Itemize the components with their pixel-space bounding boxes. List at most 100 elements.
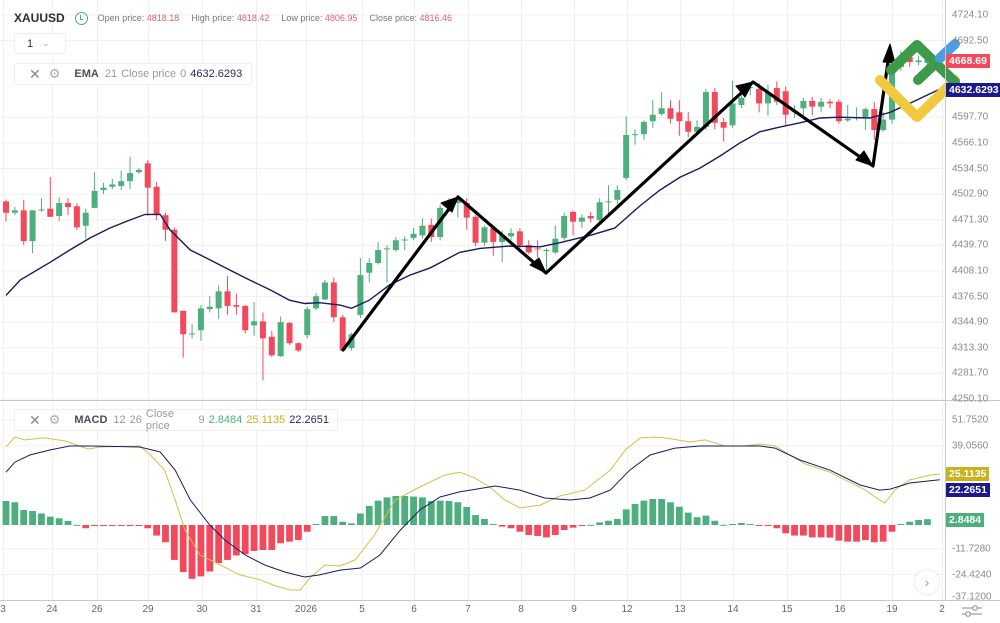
time-tick-label: 3 (0, 604, 6, 615)
macd-signal-value: 22.2651 (289, 414, 329, 426)
candle-body (578, 217, 585, 222)
histogram-bar (365, 505, 373, 525)
candle-body (127, 173, 134, 182)
time-tick-label: 19 (886, 604, 898, 615)
histogram-bar (888, 525, 896, 532)
histogram-bar (108, 525, 116, 526)
histogram-bar (463, 506, 471, 525)
histogram-bar (286, 525, 293, 542)
histogram-bar (64, 520, 72, 525)
time-tick-label: 31 (250, 604, 262, 615)
histogram-bar (702, 515, 710, 525)
candle (82, 208, 89, 239)
histogram-bar (826, 525, 834, 538)
high-value: 4818.42 (236, 13, 270, 23)
candle (587, 211, 594, 223)
macd-tick-label: -11.7280 (952, 543, 991, 555)
histogram-bar (817, 525, 825, 538)
candle-body (738, 97, 745, 106)
histogram-bar (551, 525, 559, 535)
histogram-bar (720, 524, 728, 526)
histogram-bar (498, 525, 506, 527)
histogram-bar (684, 512, 692, 525)
time-tick-label: 29 (142, 604, 154, 615)
candle (844, 105, 851, 123)
histogram-bar (489, 523, 497, 525)
close-icon[interactable]: ✕ (29, 411, 41, 428)
histogram-bar (82, 525, 90, 529)
histogram-bar (383, 497, 391, 525)
histogram-bar (525, 525, 533, 535)
axis-settings-icon[interactable] (960, 603, 984, 619)
gear-icon[interactable]: ⚙ (48, 66, 61, 81)
price-tick-label: 4376.50 (952, 291, 989, 303)
candle (197, 305, 204, 341)
histogram-bar (915, 519, 922, 525)
macd-histogram-value: 2.8484 (208, 414, 243, 426)
candle-body (552, 238, 559, 253)
price-tick-label: 4408.10 (952, 265, 989, 277)
candle-body (286, 322, 293, 344)
histogram-bar (879, 525, 887, 542)
candle-body (82, 212, 89, 226)
candle (880, 112, 887, 132)
candle (242, 305, 249, 334)
symbol-name[interactable]: XAUUSD (14, 11, 65, 25)
candle (552, 225, 559, 255)
candle-body (251, 321, 258, 326)
macd-value-tag: 25.1135 (946, 467, 990, 481)
macd-tick-label: 51.7520 (952, 414, 989, 426)
macd-name: MACD (74, 414, 108, 426)
candle-body (490, 228, 497, 242)
histogram-bar (100, 525, 107, 526)
high-label: High price: (191, 13, 235, 23)
clock-icon[interactable] (74, 11, 88, 25)
macd-value: 25.1135 (246, 414, 286, 426)
candle (702, 88, 709, 131)
candle (410, 228, 417, 241)
candle (632, 129, 639, 145)
histogram-bar (667, 502, 674, 525)
candle-body (844, 118, 851, 121)
histogram-bar (808, 525, 816, 538)
candle (3, 199, 9, 222)
candle-body (153, 186, 160, 216)
histogram-bar (737, 522, 745, 525)
gear-icon[interactable]: ⚙ (48, 412, 61, 427)
candle (649, 100, 656, 128)
macd-histogram (2, 495, 931, 579)
price-tick-label: 4566.10 (952, 137, 989, 149)
histogram-bar (613, 518, 621, 525)
low-value: 4806.95 (324, 13, 358, 23)
histogram-bar (392, 495, 400, 525)
interval-value: 1 (27, 37, 34, 50)
histogram-bar (622, 509, 630, 525)
candle (658, 92, 665, 116)
price-tick-label: 4471.30 (952, 214, 989, 226)
candle (561, 212, 568, 241)
histogram-bar (640, 500, 648, 525)
histogram-bar (188, 525, 196, 579)
candle-body (454, 198, 461, 204)
zigzag-arrow-path (341, 46, 892, 352)
brand-logo (875, 39, 960, 122)
candle-body (100, 187, 107, 191)
candle-body (47, 208, 54, 217)
candle (91, 172, 98, 208)
candle-body (773, 87, 780, 102)
histogram-bar (924, 519, 931, 525)
candle-body (764, 92, 771, 104)
interval-dropdown[interactable]: 1 ⌄ (14, 33, 66, 54)
scroll-to-realtime-button[interactable]: › (915, 570, 939, 594)
histogram-bar (135, 525, 143, 526)
candle (153, 181, 160, 221)
candle-body (658, 108, 665, 114)
candle (676, 100, 683, 136)
candle (392, 237, 399, 252)
candle (29, 210, 36, 254)
close-icon[interactable]: ✕ (29, 65, 41, 82)
histogram-bar (277, 525, 285, 544)
candle-body (56, 203, 63, 216)
candle-body (605, 201, 612, 203)
